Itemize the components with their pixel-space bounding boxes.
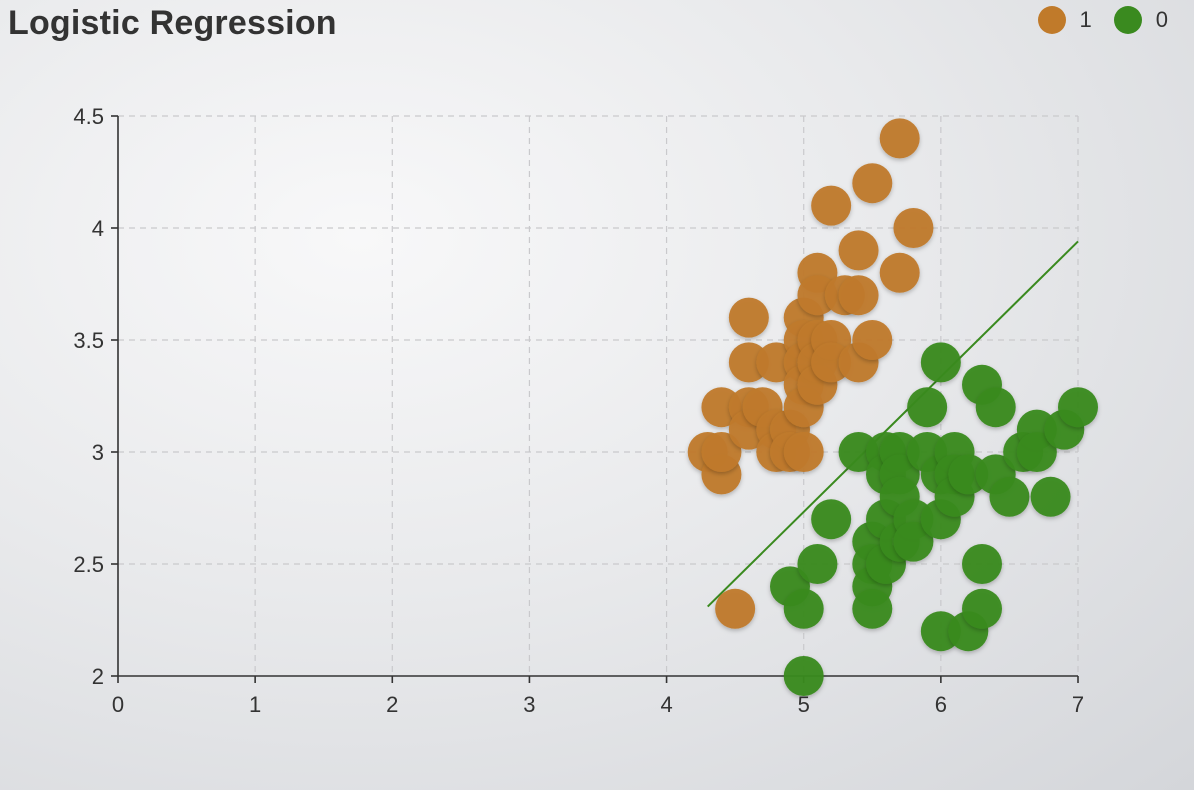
point-series-1-26: [811, 185, 852, 226]
point-series-0-39: [1016, 432, 1057, 472]
x-tick-label-0: 0: [112, 692, 124, 717]
point-series-0-20: [907, 387, 948, 428]
point-series-1-31: [838, 275, 879, 316]
x-tick-label-2: 2: [386, 692, 398, 717]
legend-item-series-1[interactable]: 1: [1037, 6, 1092, 34]
point-series-0-2: [783, 656, 824, 696]
point-series-1-6: [728, 342, 769, 383]
point-series-1-0: [701, 387, 742, 428]
regression-line: [707, 240, 1079, 608]
regression-line-layer: [707, 240, 1079, 608]
point-series-0-29: [948, 454, 989, 495]
point-series-1-5: [728, 297, 769, 338]
point-series-0-34: [975, 387, 1016, 428]
y-tick-label-3: 3.5: [73, 328, 104, 353]
point-series-1-22: [797, 275, 838, 316]
legend-label-series-0: 0: [1155, 7, 1168, 32]
point-series-1-33: [852, 163, 893, 204]
legend-item-series-0[interactable]: 0: [1113, 6, 1168, 34]
point-series-1-35: [879, 118, 920, 159]
x-tick-label-4: 4: [660, 692, 672, 717]
point-series-0-1: [783, 588, 824, 629]
point-series-1-30: [838, 230, 879, 271]
point-series-0-33: [962, 588, 1002, 629]
axes: 0 1 2 3 4 5 6 7 2 2.5 3 3.5 4 4.5: [73, 104, 1084, 717]
point-series-0-3: [797, 544, 838, 584]
y-tick-label-5: 4.5: [73, 104, 104, 129]
x-tick-label-3: 3: [523, 692, 535, 717]
point-series-1-37: [893, 208, 934, 248]
point-series-0-9: [852, 588, 893, 629]
point-series-0-36: [989, 476, 1030, 517]
grid: [118, 115, 1079, 676]
point-series-1-10: [756, 342, 797, 383]
legend-label-series-1: 1: [1079, 7, 1092, 32]
y-tick-label-0: 2: [92, 664, 104, 689]
point-series-0-19: [893, 521, 934, 562]
legend: 1 0: [1028, 6, 1168, 34]
y-tick-label-4: 4: [92, 216, 104, 241]
point-series-0-25: [920, 611, 961, 652]
point-series-1-20: [783, 432, 824, 472]
legend-swatch-series-1: [1037, 6, 1066, 34]
x-tick-label-5: 5: [798, 692, 810, 717]
y-tick-label-1: 2.5: [73, 552, 104, 577]
point-series-0-4: [811, 499, 852, 540]
point-series-1-36: [879, 252, 920, 293]
chart-title: Logistic Regression: [8, 4, 337, 42]
point-series-1-3: [701, 432, 742, 472]
point-series-1-4: [715, 588, 756, 629]
point-series-1-28: [811, 342, 852, 383]
point-series-0-40: [1030, 476, 1071, 517]
x-tick-label-6: 6: [935, 692, 947, 717]
x-tick-label-7: 7: [1072, 692, 1084, 717]
x-tick-label-1: 1: [249, 692, 261, 717]
point-series-0-32: [962, 544, 1002, 584]
point-series-1-34: [852, 320, 893, 360]
legend-swatch-series-0: [1113, 6, 1142, 34]
points-layer: [687, 118, 1098, 696]
point-series-0-22: [920, 342, 961, 383]
point-series-0-42: [1058, 387, 1098, 428]
point-series-0-5: [838, 432, 879, 472]
y-tick-label-2: 3: [92, 440, 104, 465]
